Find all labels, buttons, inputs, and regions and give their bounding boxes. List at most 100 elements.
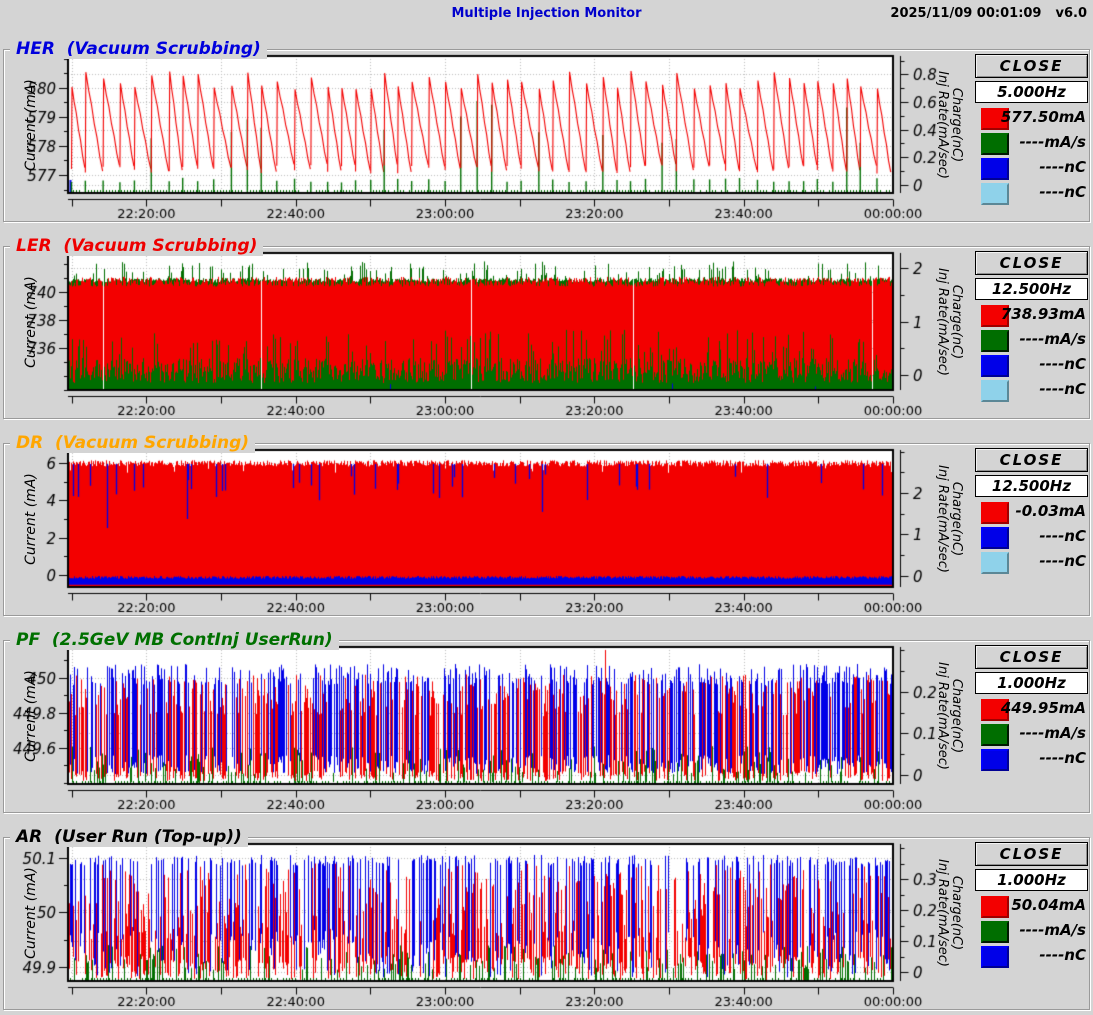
ler-close-button[interactable]: CLOSE [975,251,1088,275]
ler-panel-title: LER (Vacuum Scrubbing) [10,236,264,256]
charge-value: ----nC [1039,946,1086,964]
ler-chart-canvas [0,238,1093,422]
charge-value: ----nC [1039,749,1086,767]
current-color-swatch [981,699,1009,721]
her-right-axis-label: Charge(nC) Inj Rate(mA/sec) [935,71,964,179]
her-legend-current: 577.50mA [975,107,1088,130]
charge-axis-label: Charge(nC) [949,284,964,360]
pf-chart-canvas [0,632,1093,816]
pf-legend-rate: ----mA/s [975,723,1088,746]
ler-legend-charge2: ----nC [975,379,1088,402]
ler-frequency-field[interactable]: 12.500Hz [975,278,1088,300]
ar-chart-canvas [0,829,1093,1013]
her-chart-canvas [0,41,1093,225]
dr-frequency-field[interactable]: 12.500Hz [975,475,1088,497]
dr-legend-charge2: ----nC [975,551,1088,574]
inj-rate-axis-label: Inj Rate(mA/sec) [935,71,950,179]
dr-side-panel: CLOSE 12.500Hz -0.03mA ----nC ----nC [975,435,1088,619]
charge-color-swatch [981,355,1009,377]
dr-legend-current: -0.03mA [975,501,1088,524]
ar-side-panel: CLOSE 1.000Hz 50.04mA ----mA/s ----nC [975,829,1088,1013]
her-frequency-field[interactable]: 5.000Hz [975,81,1088,103]
charge-value: ----nC [1039,527,1086,545]
current-color-swatch [981,896,1009,918]
charge-axis-label: Charge(nC) [949,481,964,557]
charge-color-swatch [981,527,1009,549]
ler-panel: LER (Vacuum Scrubbing) Current (mA) Char… [0,236,1093,422]
inj-rate-axis-label: Inj Rate(mA/sec) [935,465,950,573]
pf-frequency-field[interactable]: 1.000Hz [975,672,1088,694]
current-value: 50.04mA [1011,896,1086,914]
rate-color-swatch [981,724,1009,746]
ler-side-panel: CLOSE 12.500Hz 738.93mA ----mA/s ----nC … [975,238,1088,422]
dr-chart-canvas [0,435,1093,619]
ar-legend-charge: ----nC [975,945,1088,968]
dr-legend-charge: ----nC [975,526,1088,549]
her-left-axis-label: Current (mA) [23,79,39,171]
pf-panel: PF (2.5GeV MB ContInj UserRun) Current (… [0,630,1093,816]
current-color-swatch [981,305,1009,327]
charge2-color-swatch [981,552,1009,574]
pf-close-button[interactable]: CLOSE [975,645,1088,669]
rate-value: ----mA/s [1019,921,1086,939]
charge2-color-swatch [981,183,1009,205]
timestamp: 2025/11/09 00:01:09 [890,6,1042,21]
app-title: Multiple Injection Monitor [451,6,642,21]
current-color-swatch [981,502,1009,524]
rate-color-swatch [981,133,1009,155]
her-legend-rate: ----mA/s [975,132,1088,155]
pf-panel-title: PF (2.5GeV MB ContInj UserRun) [10,630,339,650]
rate-value: ----mA/s [1019,133,1086,151]
ler-right-axis-label: Charge(nC) Inj Rate(mA/sec) [935,268,964,376]
her-close-button[interactable]: CLOSE [975,54,1088,78]
current-value: -0.03mA [1015,502,1086,520]
header-clock: 2025/11/09 00:01:09 v6.0 [890,6,1087,21]
dr-right-axis-label: Charge(nC) Inj Rate(mA/sec) [935,465,964,573]
inj-rate-axis-label: Inj Rate(mA/sec) [935,662,950,770]
ar-legend-rate: ----mA/s [975,920,1088,943]
dr-panel: DR (Vacuum Scrubbing) Current (mA) Charg… [0,433,1093,619]
ar-legend-current: 50.04mA [975,895,1088,918]
current-value: 738.93mA [1000,305,1086,323]
pf-right-axis-label: Charge(nC) Inj Rate(mA/sec) [935,662,964,770]
current-value: 577.50mA [1000,108,1086,126]
charge-color-swatch [981,749,1009,771]
dr-panel-title: DR (Vacuum Scrubbing) [10,433,256,453]
ar-right-axis-label: Charge(nC) Inj Rate(mA/sec) [935,859,964,967]
her-panel: HER (Vacuum Scrubbing) Current (mA) Char… [0,39,1093,225]
charge2-value: ----nC [1039,552,1086,570]
her-legend-charge2: ----nC [975,182,1088,205]
pf-side-panel: CLOSE 1.000Hz 449.95mA ----mA/s ----nC [975,632,1088,816]
pf-legend-charge: ----nC [975,748,1088,771]
ler-legend-rate: ----mA/s [975,329,1088,352]
charge-axis-label: Charge(nC) [949,875,964,951]
rate-value: ----mA/s [1019,330,1086,348]
charge2-value: ----nC [1039,183,1086,201]
pf-left-axis-label: Current (mA) [23,670,39,762]
ar-frequency-field[interactable]: 1.000Hz [975,869,1088,891]
rate-value: ----mA/s [1019,724,1086,742]
ler-legend-current: 738.93mA [975,304,1088,327]
pf-legend-current: 449.95mA [975,698,1088,721]
inj-rate-axis-label: Inj Rate(mA/sec) [935,268,950,376]
rate-color-swatch [981,330,1009,352]
inj-rate-axis-label: Inj Rate(mA/sec) [935,859,950,967]
charge-color-swatch [981,946,1009,968]
charge2-value: ----nC [1039,380,1086,398]
charge-value: ----nC [1039,355,1086,373]
charge-axis-label: Charge(nC) [949,678,964,754]
ar-left-axis-label: Current (mA) [23,867,39,959]
charge-value: ----nC [1039,158,1086,176]
ar-close-button[interactable]: CLOSE [975,842,1088,866]
ler-left-axis-label: Current (mA) [23,276,39,368]
dr-left-axis-label: Current (mA) [23,473,39,565]
ler-legend-charge: ----nC [975,354,1088,377]
her-side-panel: CLOSE 5.000Hz 577.50mA ----mA/s ----nC -… [975,41,1088,225]
current-color-swatch [981,108,1009,130]
dr-close-button[interactable]: CLOSE [975,448,1088,472]
current-value: 449.95mA [1000,699,1086,717]
charge-axis-label: Charge(nC) [949,87,964,163]
ar-panel-title: AR (User Run (Top-up)) [10,827,248,847]
charge2-color-swatch [981,380,1009,402]
rate-color-swatch [981,921,1009,943]
